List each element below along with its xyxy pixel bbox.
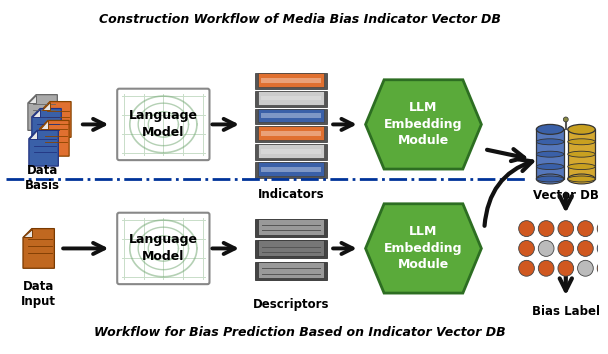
Circle shape: [558, 240, 573, 256]
Ellipse shape: [536, 124, 564, 134]
Bar: [255, 126, 327, 142]
Ellipse shape: [568, 151, 595, 157]
Bar: [258, 262, 324, 278]
Polygon shape: [28, 95, 36, 103]
Circle shape: [538, 221, 554, 236]
Polygon shape: [41, 102, 50, 110]
Bar: [258, 91, 324, 104]
Bar: [258, 162, 324, 176]
Bar: [258, 240, 324, 256]
Bar: [255, 91, 327, 107]
Bar: [258, 144, 324, 158]
Polygon shape: [40, 120, 48, 129]
Circle shape: [538, 240, 554, 256]
Polygon shape: [40, 120, 69, 156]
Text: LLM
Embedding
Module: LLM Embedding Module: [384, 101, 463, 147]
Circle shape: [519, 260, 534, 276]
Text: Vector DB: Vector DB: [533, 189, 599, 202]
Bar: [260, 96, 322, 101]
Polygon shape: [29, 130, 37, 139]
Circle shape: [558, 260, 573, 276]
Text: Bias Label: Bias Label: [532, 305, 600, 318]
Ellipse shape: [568, 174, 595, 184]
Ellipse shape: [536, 174, 564, 184]
Circle shape: [519, 240, 534, 256]
Polygon shape: [32, 109, 40, 117]
Circle shape: [519, 221, 534, 236]
Circle shape: [538, 260, 554, 276]
Text: Descriptors: Descriptors: [253, 298, 329, 311]
Ellipse shape: [568, 176, 595, 182]
Circle shape: [564, 117, 568, 122]
Bar: [255, 162, 327, 178]
Text: Data
Basis: Data Basis: [25, 164, 60, 192]
Polygon shape: [28, 95, 57, 130]
Text: LLM
Embedding
Module: LLM Embedding Module: [384, 225, 463, 272]
Bar: [260, 78, 322, 82]
Text: Language
Model: Language Model: [129, 109, 198, 139]
Text: Workflow for Bias Prediction Based on Indicator Vector DB: Workflow for Bias Prediction Based on In…: [94, 326, 506, 339]
Bar: [258, 109, 324, 122]
Polygon shape: [365, 204, 482, 293]
Bar: [258, 73, 324, 87]
Ellipse shape: [568, 164, 595, 170]
Polygon shape: [23, 229, 32, 238]
Polygon shape: [41, 102, 71, 137]
Ellipse shape: [568, 124, 595, 134]
Polygon shape: [365, 80, 482, 169]
Bar: [255, 262, 327, 280]
Bar: [260, 167, 322, 172]
Circle shape: [597, 240, 608, 256]
Circle shape: [578, 221, 593, 236]
Ellipse shape: [536, 176, 564, 182]
Ellipse shape: [568, 139, 595, 145]
Text: Language
Model: Language Model: [129, 233, 198, 263]
Ellipse shape: [536, 164, 564, 170]
Polygon shape: [32, 109, 61, 144]
Text: Indicators: Indicators: [258, 188, 324, 201]
Text: Data
Input: Data Input: [21, 280, 56, 308]
Text: Construction Workflow of Media Bias Indicator Vector DB: Construction Workflow of Media Bias Indi…: [99, 13, 501, 26]
Bar: [255, 219, 327, 236]
Circle shape: [578, 260, 593, 276]
Bar: [260, 149, 322, 154]
Bar: [255, 240, 327, 258]
Bar: [258, 219, 324, 235]
Circle shape: [597, 221, 608, 236]
Ellipse shape: [536, 139, 564, 145]
Bar: [255, 144, 327, 160]
Bar: [255, 73, 327, 89]
Bar: [258, 126, 324, 140]
Circle shape: [558, 221, 573, 236]
Circle shape: [578, 240, 593, 256]
Bar: [568, 129, 595, 179]
Bar: [536, 129, 564, 179]
Polygon shape: [23, 229, 54, 268]
Polygon shape: [29, 130, 58, 166]
Bar: [260, 113, 322, 118]
Bar: [260, 131, 322, 136]
Bar: [255, 109, 327, 124]
Ellipse shape: [536, 151, 564, 157]
Circle shape: [597, 260, 608, 276]
